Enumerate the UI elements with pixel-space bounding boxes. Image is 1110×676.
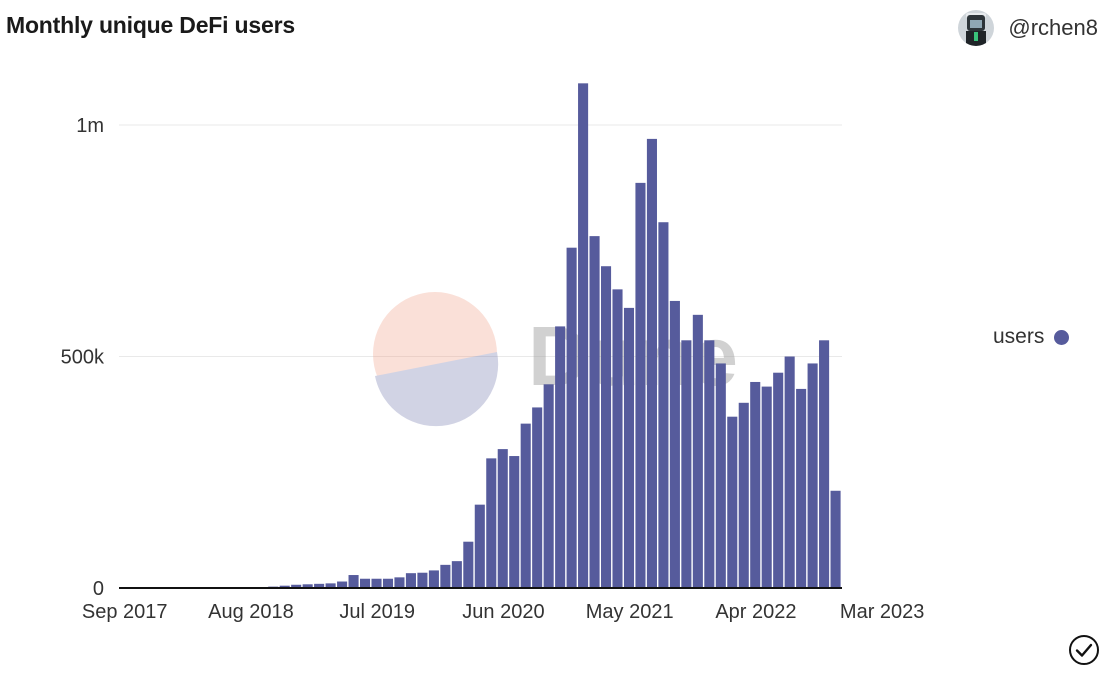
bar [417, 572, 428, 588]
bar [394, 577, 405, 588]
bar [623, 307, 635, 588]
legend-label-users: users [993, 325, 1045, 348]
bar [440, 564, 451, 588]
bar [750, 381, 761, 588]
bar [773, 372, 784, 588]
bar [360, 578, 371, 588]
bar [337, 581, 348, 588]
bar [727, 416, 738, 588]
bar [589, 236, 600, 588]
legend[interactable]: users [993, 325, 1070, 349]
x-tick-label: Sep 2017 [82, 601, 168, 623]
legend-dot-icon [1054, 329, 1070, 345]
bar [314, 583, 325, 588]
bar [704, 340, 715, 588]
bar [279, 585, 290, 588]
x-tick-label: Apr 2022 [715, 601, 796, 623]
bar [451, 561, 462, 588]
username-link[interactable]: @rchen8 [1008, 15, 1098, 40]
chart-title: Monthly unique DeFi users [6, 12, 295, 38]
bar [635, 182, 646, 588]
bar [738, 402, 749, 588]
bar [601, 266, 612, 588]
bar [784, 356, 795, 588]
bar [566, 247, 577, 588]
bar [612, 289, 623, 588]
bar [497, 449, 508, 588]
bar [509, 456, 520, 588]
x-tick-label: May 2021 [586, 601, 674, 623]
check-circle-icon[interactable] [1068, 634, 1100, 666]
bar [405, 573, 416, 588]
dune-watermark-logo [373, 292, 499, 427]
bar [382, 578, 394, 588]
bar [761, 386, 772, 588]
bar [463, 541, 474, 588]
bar [520, 423, 531, 588]
bar [543, 384, 554, 588]
bar [555, 326, 566, 588]
x-tick-label: Jul 2019 [339, 601, 415, 623]
bar [681, 340, 692, 588]
bar [646, 138, 657, 588]
bar [658, 222, 669, 589]
bar [474, 504, 485, 588]
y-tick-label: 500k [61, 347, 105, 369]
y-tick-label: 1m [76, 115, 104, 137]
bar [807, 363, 818, 588]
avatar[interactable] [958, 10, 995, 46]
bar [669, 300, 680, 588]
bar [325, 583, 336, 588]
x-tick-label: Jun 2020 [462, 601, 544, 623]
x-tick-label: Mar 2023 [840, 601, 925, 623]
bar [692, 314, 703, 588]
bar [830, 490, 841, 588]
bar [715, 363, 726, 588]
bar [486, 458, 497, 588]
bar [796, 388, 807, 588]
bar [532, 407, 543, 588]
bar [819, 340, 830, 588]
bar [578, 83, 589, 588]
y-tick-label: 0 [93, 578, 104, 600]
user-badge[interactable]: @rchen8 [958, 10, 1098, 46]
bar [291, 584, 302, 588]
bar [348, 575, 359, 588]
bar [428, 570, 439, 588]
bar [371, 578, 382, 588]
bar [302, 584, 313, 588]
x-tick-label: Aug 2018 [208, 601, 294, 623]
